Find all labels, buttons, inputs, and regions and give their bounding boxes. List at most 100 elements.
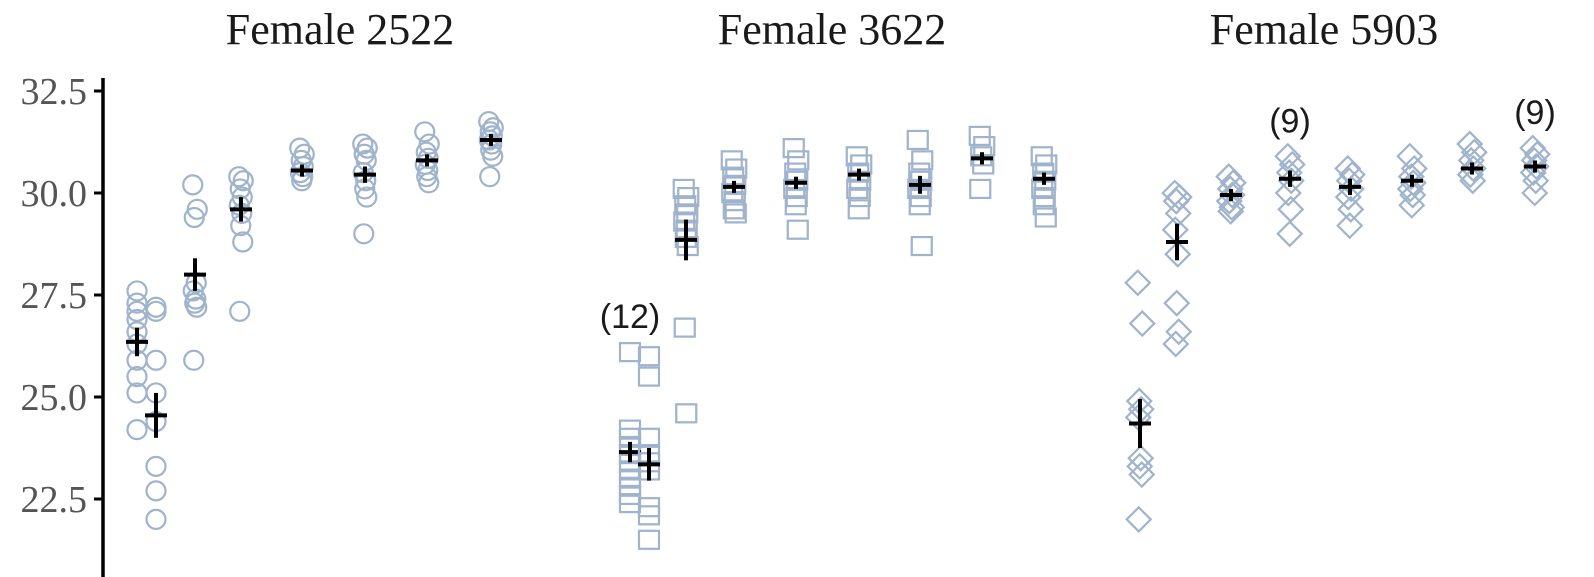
data-point-diamond bbox=[1522, 152, 1550, 181]
data-point-square bbox=[722, 199, 745, 220]
data-point-diamond bbox=[1215, 187, 1243, 215]
data-point-diamond bbox=[1522, 167, 1550, 195]
group-7 bbox=[414, 121, 440, 194]
data-point-circle bbox=[182, 174, 204, 196]
data-point-circle bbox=[479, 166, 501, 188]
data-point-diamond bbox=[1276, 220, 1304, 248]
group-5 bbox=[289, 137, 315, 192]
data-point-circle bbox=[186, 296, 208, 318]
data-point-square bbox=[637, 427, 661, 448]
panel-3: Female 5903 (9) (9) bbox=[1124, 5, 1556, 533]
data-point-circle bbox=[183, 349, 205, 371]
y-tick-label: 32.5 bbox=[21, 71, 88, 113]
data-point-square bbox=[906, 129, 929, 151]
data-point-diamond bbox=[1128, 310, 1156, 338]
data-point-square bbox=[969, 178, 992, 200]
data-point-square bbox=[724, 203, 747, 224]
group-1 bbox=[126, 280, 148, 441]
data-point-diamond bbox=[1161, 179, 1189, 207]
data-point-square bbox=[787, 150, 810, 171]
data-point-circle bbox=[289, 162, 311, 184]
data-point-diamond bbox=[1162, 330, 1190, 358]
data-point-diamond bbox=[1399, 181, 1427, 209]
data-point-square bbox=[1034, 207, 1057, 228]
data-point-square bbox=[968, 125, 991, 146]
data-point-circle bbox=[232, 231, 254, 253]
data-point-diamond bbox=[1337, 195, 1365, 223]
y-tick-label: 25.0 bbox=[21, 377, 88, 419]
data-point-diamond bbox=[1218, 181, 1246, 209]
data-point-diamond bbox=[1165, 183, 1193, 211]
data-point-diamond bbox=[1127, 444, 1155, 472]
data-point-circle bbox=[145, 296, 167, 318]
data-point-diamond bbox=[1456, 130, 1484, 158]
data-point-square bbox=[911, 150, 934, 171]
data-point-diamond bbox=[1163, 289, 1191, 317]
y-axis: 22.5 25.0 27.5 30.0 32.5 bbox=[21, 71, 105, 577]
group-1 bbox=[618, 342, 642, 514]
data-point-diamond bbox=[1460, 138, 1488, 166]
data-point-square bbox=[637, 366, 661, 387]
data-point-diamond bbox=[1218, 193, 1246, 221]
group-6 bbox=[845, 146, 873, 220]
data-point-circle bbox=[418, 172, 440, 194]
data-point-diamond bbox=[1334, 183, 1362, 211]
data-point-diamond bbox=[1162, 187, 1190, 215]
data-point-circle bbox=[145, 480, 167, 502]
data-point-diamond bbox=[1126, 452, 1154, 480]
group-5 bbox=[1334, 154, 1366, 240]
data-point-diamond bbox=[1274, 179, 1302, 207]
group-8 bbox=[968, 125, 996, 200]
data-point-diamond bbox=[1128, 460, 1156, 489]
data-point-diamond bbox=[1459, 167, 1487, 195]
data-point-square bbox=[637, 505, 661, 526]
group-6 bbox=[1396, 142, 1428, 219]
data-point-circle bbox=[229, 300, 251, 322]
data-point-circle bbox=[145, 300, 167, 322]
data-point-square bbox=[673, 317, 696, 338]
sample-size-annotation: (9) bbox=[1514, 94, 1556, 132]
data-point-square bbox=[675, 403, 698, 424]
data-point-square bbox=[784, 195, 807, 216]
group-3 bbox=[672, 178, 700, 424]
panel-1: Female 2522 bbox=[126, 5, 504, 531]
group-4 bbox=[1274, 142, 1306, 248]
data-point-diamond bbox=[1336, 212, 1364, 240]
data-point-diamond bbox=[1396, 142, 1424, 170]
group-7 bbox=[906, 129, 934, 257]
data-point-square bbox=[848, 186, 871, 208]
data-point-diamond bbox=[1396, 175, 1424, 203]
data-point-circle bbox=[126, 366, 148, 388]
group-4 bbox=[228, 166, 254, 322]
data-point-square bbox=[786, 219, 809, 240]
sample-size-annotation: (12) bbox=[600, 298, 660, 336]
data-point-diamond bbox=[1459, 154, 1487, 183]
data-point-circle bbox=[482, 117, 504, 139]
group-8 bbox=[1519, 134, 1551, 207]
data-point-square bbox=[908, 195, 931, 216]
data-point-circle bbox=[183, 206, 205, 229]
data-point-diamond bbox=[1165, 318, 1193, 346]
group-9 bbox=[1030, 146, 1058, 228]
data-point-diamond bbox=[1456, 161, 1484, 189]
data-point-circle bbox=[145, 508, 167, 531]
data-point-diamond bbox=[1277, 195, 1305, 223]
data-point-circle bbox=[356, 186, 378, 208]
group-4 bbox=[720, 150, 748, 224]
data-point-diamond bbox=[1125, 505, 1153, 533]
group-3 bbox=[1215, 163, 1247, 225]
panel-2: Female 3622 (12) bbox=[600, 5, 1058, 550]
y-tick-label: 27.5 bbox=[21, 275, 88, 317]
data-point-square bbox=[910, 235, 933, 257]
panel-title: Female 3622 bbox=[718, 5, 947, 54]
y-tick-label: 22.5 bbox=[21, 479, 88, 521]
data-point-diamond bbox=[1274, 142, 1302, 170]
data-point-square bbox=[847, 199, 870, 220]
group-6 bbox=[352, 133, 378, 245]
panel-title: Female 2522 bbox=[226, 5, 455, 54]
group-7 bbox=[1456, 130, 1488, 195]
group-2 bbox=[1161, 179, 1193, 358]
data-point-square bbox=[637, 529, 661, 550]
data-point-diamond bbox=[1278, 150, 1306, 178]
